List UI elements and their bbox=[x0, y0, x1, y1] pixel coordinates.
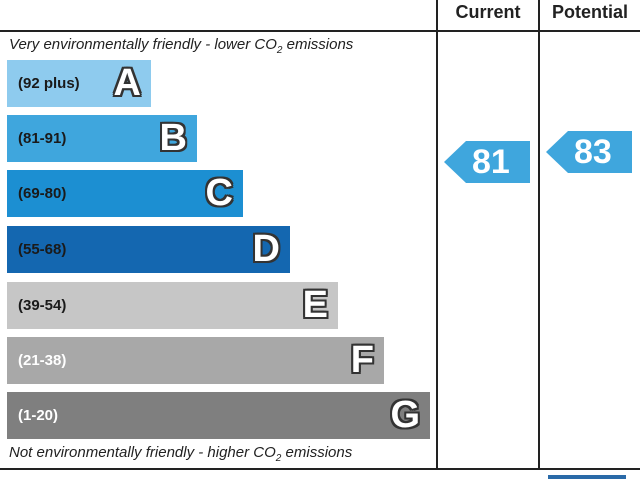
band-b-range: (81-91) bbox=[18, 130, 67, 147]
header-divider bbox=[0, 30, 640, 32]
top-note: Very environmentally friendly - lower CO… bbox=[9, 36, 354, 56]
current-arrow-shape bbox=[444, 141, 530, 183]
band-d-range: (55-68) bbox=[18, 241, 67, 258]
divider-left-of-current bbox=[436, 0, 438, 470]
divider-left-of-potential bbox=[538, 0, 540, 470]
bottom-note: Not environmentally friendly - higher CO… bbox=[9, 444, 353, 464]
band-b-letter: B bbox=[159, 117, 187, 159]
band-c-letter: C bbox=[205, 172, 233, 214]
band-f-range: (21-38) bbox=[18, 352, 67, 369]
band-f-letter: F bbox=[350, 339, 374, 381]
band-a: (92 plus) A bbox=[7, 60, 151, 107]
band-d: (55-68) D bbox=[7, 226, 290, 273]
potential-rating-value: 83 bbox=[574, 133, 612, 171]
band-a-letter: A bbox=[113, 62, 141, 104]
band-a-range: (92 plus) bbox=[18, 75, 80, 92]
band-b: (81-91) B bbox=[7, 115, 197, 162]
potential-arrow-shape bbox=[546, 131, 632, 173]
band-e-letter: E bbox=[302, 284, 328, 326]
bottom-border bbox=[0, 468, 640, 470]
band-c-range: (69-80) bbox=[18, 185, 67, 202]
band-g-letter: G bbox=[390, 394, 420, 436]
potential-rating-arrow: 83 bbox=[546, 131, 632, 173]
current-rating-value: 81 bbox=[472, 143, 510, 181]
bottom-edge-tab bbox=[548, 475, 626, 479]
band-e: (39-54) E bbox=[7, 282, 338, 329]
band-d-letter: D bbox=[252, 228, 280, 270]
band-c: (69-80) C bbox=[7, 170, 243, 217]
band-g-range: (1-20) bbox=[18, 407, 59, 424]
band-e-range: (39-54) bbox=[18, 297, 67, 314]
band-f: (21-38) F bbox=[7, 337, 384, 384]
band-g: (1-20) G bbox=[7, 392, 430, 439]
potential-column-header: Potential bbox=[551, 2, 628, 22]
current-rating-arrow: 81 bbox=[444, 141, 530, 183]
current-column-header: Current bbox=[455, 2, 521, 22]
